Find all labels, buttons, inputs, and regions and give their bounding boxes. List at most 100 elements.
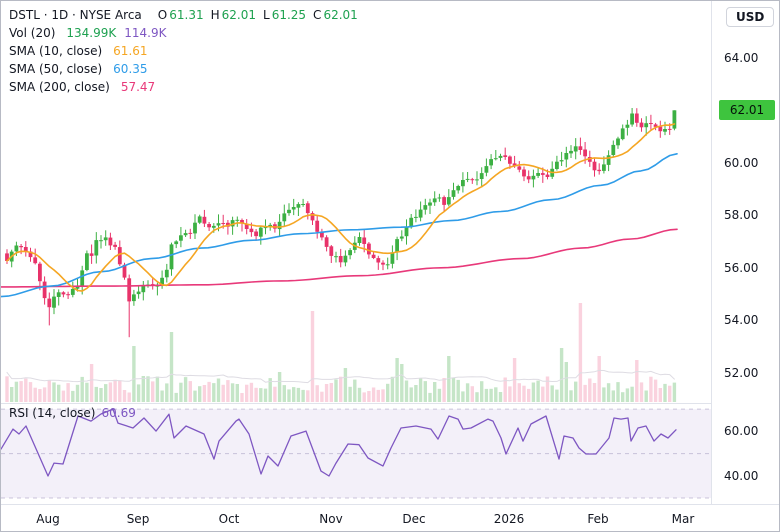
- candle-body: [371, 254, 376, 258]
- volume-bar: [404, 380, 409, 402]
- volume-bar: [334, 379, 338, 402]
- candle-body: [428, 202, 432, 206]
- volume-value: 134.99K: [66, 26, 117, 40]
- candle-body: [75, 286, 80, 289]
- volume-bar: [494, 387, 498, 402]
- volume-bar: [639, 382, 644, 402]
- volume-bar: [287, 389, 291, 402]
- candle-body: [179, 235, 183, 241]
- candle-body: [620, 128, 625, 140]
- volume-bar: [461, 391, 465, 402]
- candle-body: [432, 198, 437, 203]
- candle-body: [33, 257, 38, 264]
- candle-body: [536, 173, 540, 176]
- candle-body: [296, 204, 301, 208]
- price-axis[interactable]: USD 62.01 64.00 60.00 58.00 56.00 54.00 52.00…: [711, 1, 779, 504]
- candle-body: [188, 232, 193, 234]
- volume-bar: [367, 391, 371, 402]
- candle-body: [240, 220, 244, 224]
- currency-button[interactable]: USD: [726, 7, 775, 27]
- candle-body: [216, 223, 221, 226]
- candle-body: [475, 179, 479, 181]
- volume-bar: [226, 380, 230, 402]
- open-label: O: [157, 8, 168, 22]
- volume-bar: [42, 387, 47, 402]
- volume-bar: [61, 390, 66, 402]
- candle-body: [489, 159, 493, 166]
- candle-body: [164, 269, 169, 278]
- chart-plot-area[interactable]: DSTL · 1D · NYSE Arca O 61.31 H 62.01 L 61.25 C…: [1, 1, 711, 504]
- volume-bar: [254, 387, 258, 402]
- candle-body: [606, 155, 611, 165]
- candle-body: [89, 253, 94, 256]
- volume-bar: [527, 388, 531, 402]
- candle-body: [357, 237, 362, 243]
- volume-bar: [94, 386, 98, 402]
- candle-body: [108, 237, 113, 246]
- candle-body: [23, 247, 28, 252]
- volume-bar: [38, 389, 42, 402]
- candle-body: [207, 224, 211, 228]
- candle-body: [338, 256, 343, 263]
- volume-bar: [28, 382, 33, 402]
- volume-bar: [381, 389, 385, 402]
- candle-body: [667, 128, 672, 130]
- candle-body: [451, 190, 456, 197]
- candle-body: [479, 173, 484, 179]
- candle-body: [85, 253, 89, 270]
- volume-bar: [57, 384, 61, 402]
- volume-bar: [508, 386, 512, 402]
- sma50-label: SMA (50, close): [9, 62, 103, 76]
- price-tick-label: 64.00: [724, 51, 759, 66]
- candle-body: [320, 231, 324, 238]
- main-legend: DSTL · 1D · NYSE Arca O 61.31 H 62.01 L 61.25 C…: [9, 6, 358, 96]
- sma10-value: 61.61: [113, 44, 148, 58]
- volume-bar: [456, 379, 460, 402]
- candle-body: [555, 161, 559, 169]
- volume-bar: [151, 381, 155, 402]
- candle-body: [376, 258, 381, 263]
- candle-body: [653, 124, 658, 127]
- volume-bar: [470, 386, 474, 402]
- candle-body: [470, 179, 475, 181]
- pane-separator[interactable]: [1, 403, 711, 404]
- time-tick-label: Mar: [671, 512, 695, 526]
- volume-bar: [202, 385, 207, 402]
- volume-bar: [635, 360, 639, 402]
- candle-body: [526, 176, 531, 180]
- volume-bar: [268, 378, 272, 402]
- volume-bar: [245, 384, 249, 402]
- volume-bar: [179, 382, 183, 402]
- volume-bar: [522, 385, 526, 402]
- candle-body: [414, 216, 418, 218]
- candle-body: [611, 144, 616, 155]
- volume-bar: [423, 381, 427, 402]
- candle-body: [334, 256, 338, 258]
- volume-bar: [611, 390, 615, 402]
- volume-bar: [517, 383, 521, 402]
- candle-body: [569, 150, 573, 154]
- candle-body: [649, 123, 653, 124]
- volume-bar: [606, 383, 611, 402]
- volume-bar: [296, 387, 301, 402]
- candlestick-chart-canvas[interactable]: [1, 1, 711, 504]
- volume-bar: [10, 387, 14, 402]
- candle-body: [418, 209, 423, 218]
- volume-bar: [263, 388, 268, 402]
- time-axis[interactable]: Aug Sep Oct Nov Dec 2026 Feb Mar: [1, 504, 779, 531]
- volume-bar: [212, 383, 216, 402]
- volume-bar: [616, 382, 620, 402]
- candle-body: [324, 237, 329, 247]
- volume-bar: [221, 384, 225, 402]
- volume-bar: [592, 383, 597, 402]
- volume-bar: [498, 392, 503, 402]
- volume-bar: [451, 377, 456, 402]
- candle-body: [127, 278, 132, 302]
- volume-bar: [146, 376, 150, 402]
- volume-bar: [480, 381, 484, 402]
- candle-body: [160, 277, 164, 286]
- sma10-line: [6, 123, 676, 292]
- volume-bar: [550, 385, 554, 402]
- volume-bar: [343, 368, 348, 402]
- candle-body: [244, 223, 249, 229]
